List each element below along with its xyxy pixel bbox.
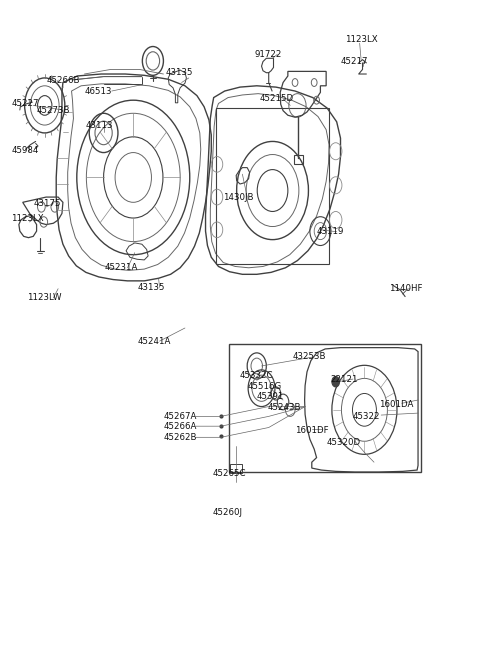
Text: 45320D: 45320D [326, 438, 360, 447]
Text: 1601DF: 1601DF [295, 426, 328, 435]
Text: 1140HF: 1140HF [389, 284, 423, 293]
Text: 46513: 46513 [84, 87, 112, 96]
Text: 1123LX: 1123LX [11, 214, 44, 223]
Text: 45260J: 45260J [213, 508, 243, 517]
Text: 45267A: 45267A [163, 412, 197, 421]
Text: 45262B: 45262B [163, 433, 197, 442]
Text: 45266B: 45266B [46, 76, 80, 85]
Text: 45227: 45227 [11, 99, 39, 108]
Text: 45332C: 45332C [240, 371, 274, 380]
Text: 43135: 43135 [166, 68, 193, 77]
Text: 43119: 43119 [317, 227, 344, 236]
Bar [216, 108, 328, 264]
Circle shape [332, 377, 339, 387]
Text: 45265C: 45265C [213, 469, 246, 478]
Text: 43175: 43175 [33, 199, 61, 208]
Bar [294, 155, 303, 165]
Text: 45516G: 45516G [247, 382, 281, 392]
Text: 45984: 45984 [11, 146, 38, 155]
Text: 45322: 45322 [352, 412, 380, 421]
Text: 45231A: 45231A [105, 263, 138, 272]
Text: 91722: 91722 [254, 50, 282, 59]
Text: 45217: 45217 [340, 57, 368, 66]
Text: 45266A: 45266A [163, 422, 197, 431]
Text: 43135: 43135 [137, 283, 165, 292]
Text: 45243B: 45243B [268, 403, 301, 413]
Text: 22121: 22121 [330, 375, 358, 384]
Text: 1430JB: 1430JB [223, 193, 254, 201]
Bar [230, 464, 242, 474]
Text: 45273B: 45273B [36, 106, 70, 115]
Text: 1601DA: 1601DA [379, 400, 413, 409]
Text: 45241A: 45241A [137, 337, 170, 346]
Text: 45391: 45391 [257, 392, 284, 401]
Bar [229, 344, 421, 472]
Text: 1123LX: 1123LX [345, 35, 378, 45]
Text: 43113: 43113 [86, 121, 113, 130]
Text: 45215D: 45215D [259, 94, 293, 104]
Text: 43253B: 43253B [293, 352, 326, 361]
Text: 1123LW: 1123LW [27, 293, 61, 302]
